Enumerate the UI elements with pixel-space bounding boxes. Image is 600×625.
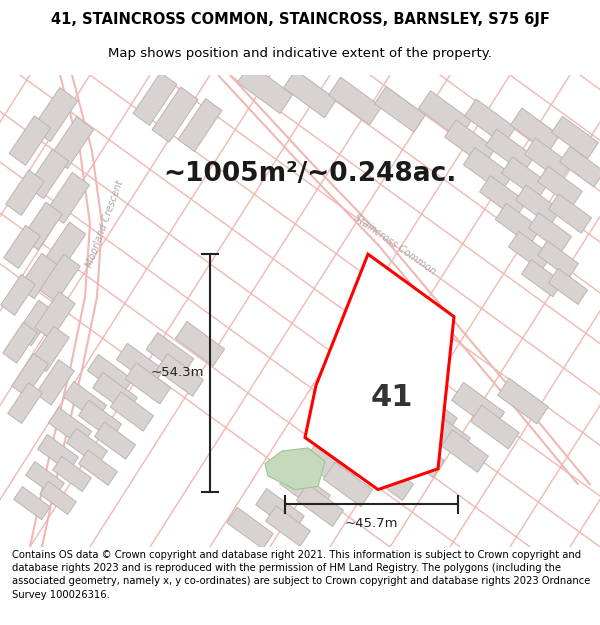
Polygon shape <box>502 157 548 199</box>
Polygon shape <box>538 241 578 278</box>
Polygon shape <box>146 332 194 376</box>
Polygon shape <box>157 354 203 396</box>
Polygon shape <box>19 253 57 299</box>
Polygon shape <box>67 428 107 466</box>
Polygon shape <box>395 433 445 478</box>
Polygon shape <box>79 400 122 439</box>
Polygon shape <box>44 222 86 272</box>
Polygon shape <box>283 70 337 118</box>
Polygon shape <box>560 146 600 187</box>
Polygon shape <box>40 481 76 514</box>
Polygon shape <box>551 116 598 159</box>
Polygon shape <box>419 409 470 455</box>
Polygon shape <box>548 269 587 304</box>
Text: Contains OS data © Crown copyright and database right 2021. This information is : Contains OS data © Crown copyright and d… <box>12 550 590 599</box>
Polygon shape <box>511 108 560 152</box>
Polygon shape <box>529 213 572 252</box>
Polygon shape <box>451 382 505 430</box>
Polygon shape <box>9 116 51 166</box>
Polygon shape <box>304 444 356 492</box>
Polygon shape <box>266 506 310 546</box>
Polygon shape <box>442 430 488 472</box>
Polygon shape <box>496 203 541 244</box>
Polygon shape <box>95 422 136 459</box>
Polygon shape <box>79 450 118 485</box>
Polygon shape <box>8 382 42 424</box>
Polygon shape <box>227 508 273 549</box>
Polygon shape <box>88 354 133 396</box>
Polygon shape <box>323 462 373 507</box>
Polygon shape <box>32 88 78 142</box>
Polygon shape <box>27 149 69 199</box>
Polygon shape <box>463 148 512 192</box>
Polygon shape <box>12 353 48 397</box>
Polygon shape <box>4 225 40 269</box>
Polygon shape <box>35 292 75 339</box>
Polygon shape <box>479 176 526 218</box>
Polygon shape <box>265 448 325 489</box>
Polygon shape <box>40 254 80 302</box>
Polygon shape <box>116 343 163 386</box>
Polygon shape <box>110 392 154 431</box>
Polygon shape <box>26 462 64 497</box>
Polygon shape <box>125 362 170 404</box>
Polygon shape <box>497 378 548 424</box>
Polygon shape <box>178 99 222 151</box>
Polygon shape <box>296 484 343 526</box>
Polygon shape <box>36 359 74 405</box>
Polygon shape <box>256 489 304 532</box>
Polygon shape <box>374 414 426 461</box>
Polygon shape <box>521 259 562 297</box>
Polygon shape <box>133 72 177 126</box>
Polygon shape <box>92 372 137 413</box>
Text: 41, STAINCROSS COMMON, STAINCROSS, BARNSLEY, S75 6JF: 41, STAINCROSS COMMON, STAINCROSS, BARNS… <box>50 12 550 28</box>
Polygon shape <box>524 138 571 181</box>
Polygon shape <box>538 166 583 207</box>
Polygon shape <box>374 86 425 132</box>
Polygon shape <box>16 300 54 346</box>
Polygon shape <box>548 194 592 233</box>
Polygon shape <box>38 434 79 472</box>
Text: ~1005m²/~0.248ac.: ~1005m²/~0.248ac. <box>163 161 457 187</box>
Polygon shape <box>508 231 551 271</box>
Polygon shape <box>328 418 382 468</box>
Polygon shape <box>3 322 37 363</box>
Polygon shape <box>280 467 331 512</box>
Polygon shape <box>50 117 94 169</box>
Polygon shape <box>64 381 107 421</box>
Polygon shape <box>464 99 515 145</box>
Polygon shape <box>418 91 472 139</box>
Polygon shape <box>328 77 382 125</box>
Polygon shape <box>238 64 293 114</box>
Polygon shape <box>403 387 457 436</box>
Polygon shape <box>515 185 560 226</box>
Polygon shape <box>1 274 35 315</box>
Polygon shape <box>46 173 89 223</box>
Text: Map shows position and indicative extent of the property.: Map shows position and indicative extent… <box>108 47 492 60</box>
Text: Staincross Common: Staincross Common <box>352 213 438 277</box>
Polygon shape <box>351 391 409 442</box>
Polygon shape <box>367 458 413 501</box>
Polygon shape <box>49 408 92 447</box>
Polygon shape <box>175 321 224 366</box>
Polygon shape <box>53 456 91 491</box>
Text: 41: 41 <box>370 382 413 412</box>
Polygon shape <box>350 439 400 484</box>
Polygon shape <box>152 87 198 142</box>
Polygon shape <box>22 202 62 250</box>
Polygon shape <box>445 120 496 166</box>
Polygon shape <box>305 254 454 489</box>
Text: Moorland Crescent: Moorland Crescent <box>85 179 125 269</box>
Text: ~54.3m: ~54.3m <box>151 366 204 379</box>
Polygon shape <box>31 326 69 372</box>
Polygon shape <box>471 405 519 449</box>
Text: ~45.7m: ~45.7m <box>345 517 398 529</box>
Polygon shape <box>486 129 534 173</box>
Polygon shape <box>14 487 50 519</box>
Polygon shape <box>6 170 44 216</box>
